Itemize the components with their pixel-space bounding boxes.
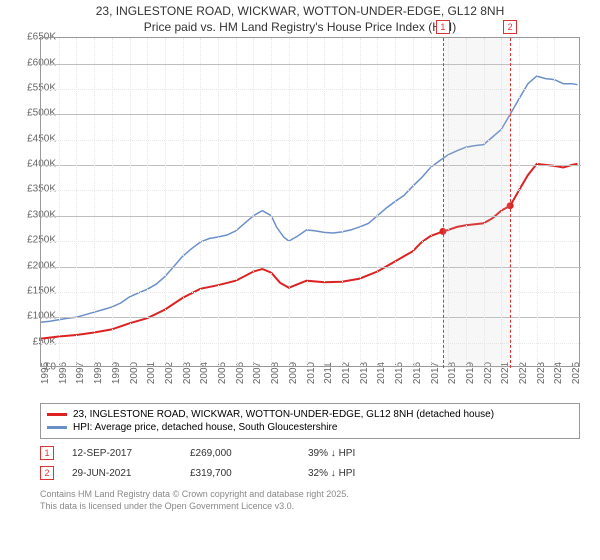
sale-row-price: £269,000 — [190, 448, 290, 459]
sale-marker-line — [510, 38, 511, 368]
legend-swatch — [47, 413, 67, 416]
gridline-v — [147, 38, 148, 368]
gridline-v — [112, 38, 113, 368]
gridline-v — [377, 38, 378, 368]
legend-label: HPI: Average price, detached house, Sout… — [73, 422, 337, 433]
gridline-v — [236, 38, 237, 368]
sale-row: 2 29-JUN-2021 £319,700 32% ↓ HPI — [40, 463, 580, 483]
sale-row-diff: 39% ↓ HPI — [308, 448, 355, 459]
gridline-v — [59, 38, 60, 368]
gridline-v — [342, 38, 343, 368]
gridline-v — [218, 38, 219, 368]
legend-row: 23, INGLESTONE ROAD, WICKWAR, WOTTON-UND… — [47, 408, 573, 421]
footer-line2: This data is licensed under the Open Gov… — [40, 501, 590, 513]
sale-row-diff: 32% ↓ HPI — [308, 468, 355, 479]
sales-table: 1 12-SEP-2017 £269,000 39% ↓ HPI 2 29-JUN-202… — [40, 443, 580, 483]
legend-swatch — [47, 426, 67, 429]
gridline-v — [554, 38, 555, 368]
footer: Contains HM Land Registry data © Crown c… — [40, 489, 590, 512]
sale-row-marker: 1 — [40, 446, 54, 460]
gridline-v — [289, 38, 290, 368]
gridline-v — [253, 38, 254, 368]
gridline-v — [395, 38, 396, 368]
gridline-v — [183, 38, 184, 368]
gridline-v — [431, 38, 432, 368]
gridline-v — [537, 38, 538, 368]
gridline-v — [271, 38, 272, 368]
sale-row-marker: 2 — [40, 466, 54, 480]
sale-marker-box: 2 — [503, 20, 517, 34]
sale-marker-line — [443, 38, 444, 368]
gridline-v — [130, 38, 131, 368]
chart-area: £0£50K£100K£150K£200K£250K£300K£350K£400… — [40, 37, 600, 397]
sale-row-price: £319,700 — [190, 468, 290, 479]
legend-label: 23, INGLESTONE ROAD, WICKWAR, WOTTON-UND… — [73, 409, 494, 420]
gridline-v — [200, 38, 201, 368]
legend-row: HPI: Average price, detached house, Sout… — [47, 421, 573, 434]
title-line1: 23, INGLESTONE ROAD, WICKWAR, WOTTON-UND… — [10, 4, 590, 20]
legend: 23, INGLESTONE ROAD, WICKWAR, WOTTON-UND… — [40, 403, 580, 439]
sale-marker-box: 1 — [436, 20, 450, 34]
plot: 12 — [40, 37, 580, 367]
gridline-v — [307, 38, 308, 368]
gridline-v — [413, 38, 414, 368]
footer-line1: Contains HM Land Registry data © Crown c… — [40, 489, 590, 501]
sale-row-date: 12-SEP-2017 — [72, 448, 172, 459]
gridline-v — [94, 38, 95, 368]
gridline-v — [519, 38, 520, 368]
gridline-v — [360, 38, 361, 368]
sale-row-date: 29-JUN-2021 — [72, 468, 172, 479]
sale-row: 1 12-SEP-2017 £269,000 39% ↓ HPI — [40, 443, 580, 463]
gridline-v — [76, 38, 77, 368]
gridline-v — [165, 38, 166, 368]
marker-band — [443, 38, 510, 368]
gridline-v — [324, 38, 325, 368]
